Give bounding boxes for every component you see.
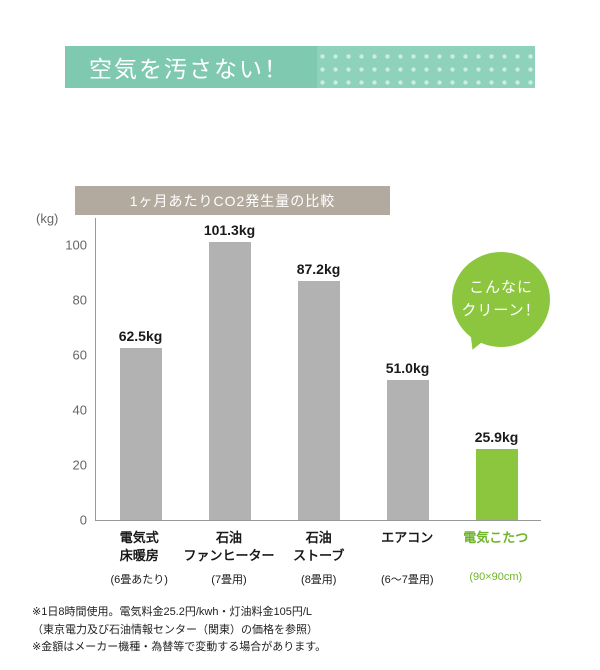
- banner: 空気を汚さない！: [65, 46, 535, 88]
- footnote-line: （東京電力及び石油情報センター（関東）の価格を参照）: [32, 623, 318, 636]
- x-axis-label: 石油ファンヒーター (7畳用): [184, 529, 275, 587]
- category-name: 石油 ストーブ: [275, 529, 364, 565]
- category-name-line: ストーブ: [293, 547, 345, 563]
- category-sub-label: (6畳あたり): [110, 574, 168, 586]
- category-name: 電気こたつ: [452, 529, 541, 565]
- bar-value-label: 62.5kg: [118, 328, 163, 345]
- bar-column: 62.5kg: [96, 218, 185, 520]
- category-name-line: 床暖房: [119, 547, 159, 563]
- x-axis-label: 電気式床暖房 (6畳あたり): [95, 529, 184, 587]
- y-tick-label: 60: [72, 347, 87, 363]
- clean-speech-bubble: こんなに クリーン！: [452, 252, 550, 363]
- bar-column: 101.3kg: [185, 218, 274, 520]
- y-tick-label: 80: [72, 292, 87, 308]
- category-name: エアコン: [363, 529, 452, 565]
- category-sub-label: (7畳用): [211, 574, 247, 586]
- page-title: 空気を汚さない！: [89, 56, 289, 82]
- bar-value-label: 101.3kg: [203, 221, 256, 238]
- bar-column: 51.0kg: [363, 218, 452, 520]
- category-name: 電気式 床暖房: [95, 529, 184, 565]
- y-axis-unit-label: (kg): [36, 211, 59, 226]
- bubble-line-2: クリーン！: [461, 301, 541, 319]
- chart-title: 1ヶ月あたりCO2発生量の比較: [129, 192, 336, 209]
- category-name-line: エアコン: [381, 530, 434, 545]
- category-name-line: ファンヒーター: [183, 547, 275, 563]
- y-tick-label: 40: [72, 402, 87, 418]
- footnote-line: ※金額はメーカー機種・為替等で変動する場合があります。: [32, 641, 327, 654]
- bar-value-label: 51.0kg: [385, 359, 430, 376]
- category-name-line: 電気こたつ: [463, 530, 529, 545]
- bar-value-label: 25.9kg: [474, 428, 519, 445]
- footnotes: ※1日8時間使用。電気料金25.2円/kwh・灯油料金105円/L （東京電力及び…: [32, 604, 326, 657]
- y-tick-label: 0: [79, 512, 87, 528]
- bar-value-label: 87.2kg: [296, 260, 341, 277]
- category-sub-label: (8畳用): [301, 574, 337, 586]
- bar-column: 87.2kg: [274, 218, 363, 520]
- category-name-line: 電気式: [119, 530, 159, 545]
- bar: [119, 348, 162, 520]
- category-name-line: 石油: [305, 530, 332, 545]
- x-axis-label: 電気こたつ (90×90cm): [452, 529, 541, 587]
- y-tick-label: 100: [65, 237, 87, 253]
- bar-column: 25.9kg: [452, 218, 541, 520]
- plot-area: 0 20 40 60 80 100 62.5kg 101.3kg 87.2kg 51.0kg 25.…: [65, 218, 541, 527]
- footnote-line: ※1日8時間使用。電気料金25.2円/kwh・灯油料金105円/L: [32, 606, 313, 618]
- category-name: 石油 ファンヒーター: [184, 529, 275, 565]
- x-axis-label: 石油ストーブ (8畳用): [275, 529, 364, 587]
- y-tick-label: 20: [72, 457, 87, 473]
- bar: [297, 280, 340, 520]
- highlight-bar: [475, 448, 518, 520]
- category-sub-label: (90×90cm): [469, 571, 523, 583]
- bar: [208, 241, 251, 520]
- x-axis-labels: 電気式床暖房 (6畳あたり) 石油ファンヒーター (7畳用) 石油ストーブ (8畳用) エア…: [95, 529, 540, 587]
- bubble-line-1: こんなに: [468, 279, 533, 296]
- chart-title-bar: 1ヶ月あたりCO2発生量の比較: [75, 186, 390, 215]
- category-sub-label: (6～7畳用): [380, 574, 434, 586]
- bar: [386, 379, 429, 520]
- category-name-line: 石油: [216, 530, 243, 545]
- x-axis-label: エアコン (6～7畳用): [363, 529, 452, 587]
- banner-title-box: 空気を汚さない！: [65, 46, 317, 88]
